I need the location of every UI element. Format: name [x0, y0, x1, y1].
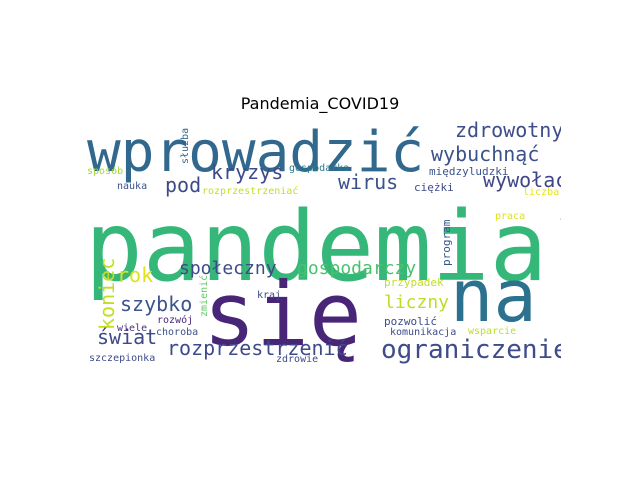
word-13: rok	[117, 263, 153, 287]
word-24: nauka	[117, 181, 147, 192]
word-38: wsparcie	[468, 326, 516, 337]
word-8: kryzys	[211, 160, 283, 184]
word-10: pod	[165, 173, 201, 197]
word-23: sposób	[87, 165, 123, 177]
word-18: świat	[97, 325, 157, 349]
word-3: wprowadzić	[87, 120, 424, 185]
word-39: szczepionka	[89, 353, 155, 364]
word-4: ograniczenie	[381, 335, 561, 365]
word-22: międzyludzki	[429, 165, 508, 178]
word-21: gospodarka	[289, 163, 349, 174]
word-37: komunikacja	[390, 327, 456, 338]
word-28: praca	[495, 211, 525, 222]
word-20: służba	[180, 128, 191, 164]
word-30: przypadek	[384, 276, 444, 289]
word-33: rozwój	[157, 314, 193, 326]
word-40: zdrowie	[276, 354, 318, 365]
figure-title: Pandemia_COVID19	[240, 94, 400, 113]
word-12: gospodarczy	[297, 258, 416, 279]
word-34: pozwolić	[384, 315, 437, 328]
word-14: koniec	[95, 258, 119, 330]
word-29: program	[440, 219, 453, 266]
word-2: na	[450, 254, 537, 338]
word-16: liczny	[384, 292, 449, 313]
word-0: pandemia	[85, 191, 547, 303]
word-19: rozprzestrzenić	[167, 336, 348, 360]
word-6: wybuchnąć	[431, 142, 539, 166]
word-1: się	[203, 263, 362, 366]
word-9: wirus	[338, 170, 398, 194]
word-15: szybko	[120, 292, 192, 316]
word-7: wywołać	[483, 168, 561, 192]
word-11: społeczny	[179, 258, 277, 279]
word-31: zmienić	[198, 275, 210, 317]
word-32: kraj	[257, 290, 281, 301]
word-5: zdrowotny	[455, 118, 561, 142]
word-26: ciężki	[414, 181, 454, 194]
word-17: zahamować	[559, 216, 561, 314]
word-36: choroba	[156, 327, 198, 338]
word-35: wiele	[117, 323, 147, 334]
word-27: liczba	[523, 187, 559, 198]
word-25: rozprzestrzeniać	[202, 185, 298, 197]
word-cloud-background	[81, 118, 561, 368]
